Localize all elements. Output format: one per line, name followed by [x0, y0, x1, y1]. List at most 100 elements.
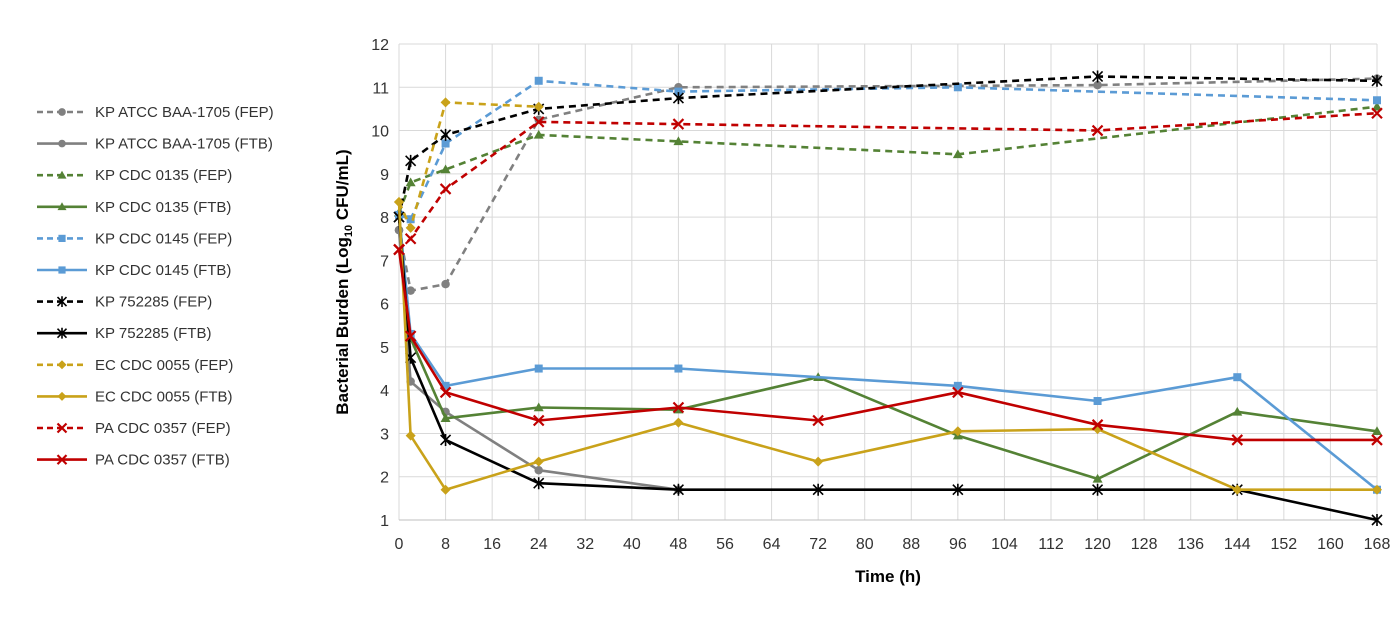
data-point [1371, 107, 1383, 120]
data-point [533, 101, 544, 112]
data-point [532, 116, 545, 128]
y-axis-title: Bacterial Burden (Log10 CFU/mL) [333, 149, 355, 414]
y-tick-label: 12 [371, 37, 389, 54]
y-axis-title-subscript: 10 [343, 225, 355, 237]
data-point [405, 222, 416, 233]
series-line [397, 201, 1377, 492]
data-point [952, 426, 963, 437]
x-tick-label: 136 [1177, 536, 1204, 553]
x-tick-label: 0 [395, 536, 404, 553]
data-point [440, 433, 452, 446]
legend-label: EC CDC 0055 (FEP) [95, 357, 233, 374]
data-point [439, 183, 452, 195]
legend-entry: PA CDC 0357 (FEP) [37, 420, 231, 437]
data-point [1231, 434, 1244, 446]
series-line [397, 216, 1378, 522]
y-axis-title-main: Bacterial Burden (Log [333, 237, 352, 415]
data-point [440, 164, 451, 174]
data-point [440, 97, 451, 108]
legend-entry: EC CDC 0055 (FEP) [37, 357, 233, 374]
series-line [397, 101, 539, 230]
legend-marker [56, 454, 68, 465]
data-point [439, 386, 452, 399]
x-tick-label: 152 [1271, 536, 1298, 553]
legend-entry: KP 752285 (FEP) [37, 294, 212, 311]
data-point [1372, 426, 1382, 436]
series-line [397, 75, 1378, 218]
data-point [406, 215, 415, 224]
data-point [1091, 124, 1104, 137]
y-tick-label: 5 [380, 340, 389, 357]
data-point [1092, 483, 1104, 496]
legend-entry: KP 752285 (FTB) [37, 325, 211, 342]
data-point [534, 465, 543, 475]
data-point [813, 456, 824, 467]
data-point [441, 279, 450, 289]
x-tick-label: 96 [949, 536, 967, 553]
legend-label: KP 752285 (FTB) [95, 325, 211, 342]
x-tick-label: 40 [623, 536, 641, 553]
series-3 [394, 207, 1382, 483]
y-tick-label: 6 [380, 297, 389, 314]
x-axis-title: Time (h) [855, 567, 921, 586]
legend-label: KP CDC 0135 (FEP) [95, 167, 232, 184]
data-point [672, 401, 685, 414]
legend-entry: KP CDC 0135 (FTB) [37, 199, 231, 216]
gridlines [398, 43, 1378, 521]
data-point [534, 364, 543, 373]
legend-marker [57, 202, 67, 211]
x-tick-label: 80 [856, 536, 874, 553]
data-point [673, 417, 684, 428]
data-point [404, 330, 417, 342]
data-point [1232, 484, 1243, 495]
data-point [405, 430, 416, 441]
data-point [1233, 373, 1242, 382]
data-point [952, 386, 964, 399]
series-line [397, 77, 1378, 293]
x-tick-label: 64 [763, 536, 781, 553]
y-tick-label: 2 [380, 470, 389, 487]
x-tick-label: 16 [483, 536, 501, 553]
data-point [672, 118, 685, 130]
legend-label: EC CDC 0055 (FTB) [95, 388, 233, 405]
data-point [674, 364, 683, 373]
data-point [1091, 419, 1104, 431]
data-point [441, 381, 450, 390]
y-tick-label: 4 [380, 383, 389, 400]
data-point [1373, 96, 1381, 105]
legend-label: KP CDC 0135 (FTB) [95, 199, 231, 216]
data-point [672, 483, 684, 496]
x-tick-label: 168 [1364, 536, 1391, 553]
data-point [533, 456, 544, 467]
data-point [534, 76, 543, 85]
data-point [1092, 473, 1103, 483]
x-tick-label: 88 [902, 536, 920, 553]
series-5 [395, 210, 1381, 494]
data-point [406, 286, 415, 295]
data-point [533, 477, 545, 490]
x-tick-label: 48 [670, 536, 688, 553]
series-8 [394, 97, 544, 233]
data-point [440, 484, 451, 495]
data-point [404, 232, 417, 245]
data-point [952, 149, 963, 159]
data-point [1372, 484, 1382, 495]
data-point [1093, 397, 1102, 405]
y-tick-label: 3 [380, 426, 389, 443]
legend-marker [58, 234, 66, 242]
data-point [1371, 74, 1383, 87]
data-point [533, 129, 544, 139]
legend-label: KP 752285 (FEP) [95, 294, 212, 311]
legend-entry: KP ATCC BAA-1705 (FEP) [37, 104, 274, 121]
series-10 [393, 107, 1383, 256]
data-point [952, 483, 964, 496]
series-11 [393, 243, 1383, 446]
x-tick-label: 104 [991, 536, 1018, 553]
series-line [398, 111, 1378, 251]
y-tick-label: 1 [380, 513, 389, 530]
data-point [1371, 434, 1383, 446]
x-tick-label: 8 [441, 536, 450, 553]
x-tick-label: 160 [1317, 536, 1344, 553]
legend-label: KP CDC 0145 (FEP) [95, 230, 232, 247]
